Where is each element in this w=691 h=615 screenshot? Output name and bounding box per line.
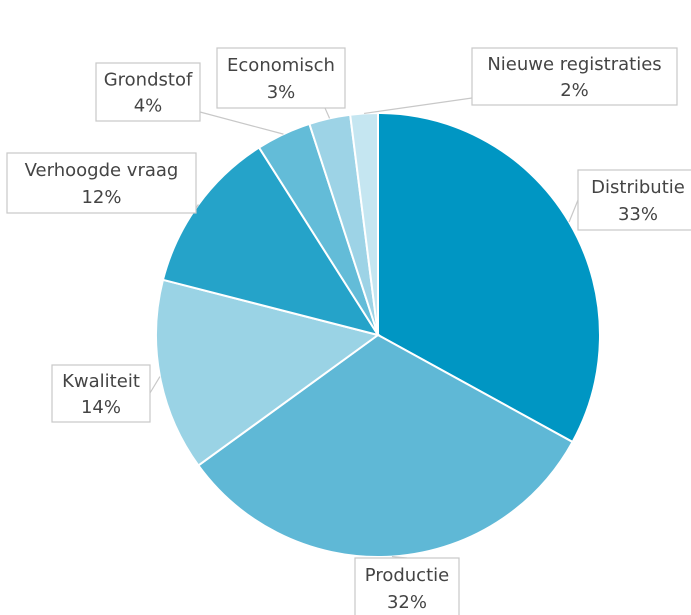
pie-slice [155,278,381,467]
pie-slice [349,111,379,336]
value-label: 12% [81,187,121,208]
leader-line [324,107,331,119]
category-label: Distributie [591,177,685,198]
leader-line [568,199,579,223]
pie-slice [377,111,601,444]
label-box [216,47,346,109]
category-label: Nieuwe registraties [487,54,661,75]
value-label: 33% [618,204,658,225]
category-label: Verhoogde vraag [25,160,179,181]
value-label: 32% [387,592,427,613]
value-label: 4% [134,96,163,117]
label-box [354,557,460,615]
label-box [577,169,691,231]
leader-line [149,376,161,394]
label-box [95,62,201,122]
category-label: Kwaliteit [62,371,140,392]
category-label: Economisch [227,55,335,76]
pie-slice [197,333,574,558]
leader-line [199,111,284,135]
category-label: Grondstof [104,69,193,90]
leader-line [363,97,473,115]
label-box [51,364,151,423]
label-box [6,152,197,214]
category-label: Productie [365,565,449,586]
value-label: 2% [560,80,589,101]
label-box [471,47,678,106]
value-label: 3% [267,82,296,103]
value-label: 14% [81,397,121,418]
